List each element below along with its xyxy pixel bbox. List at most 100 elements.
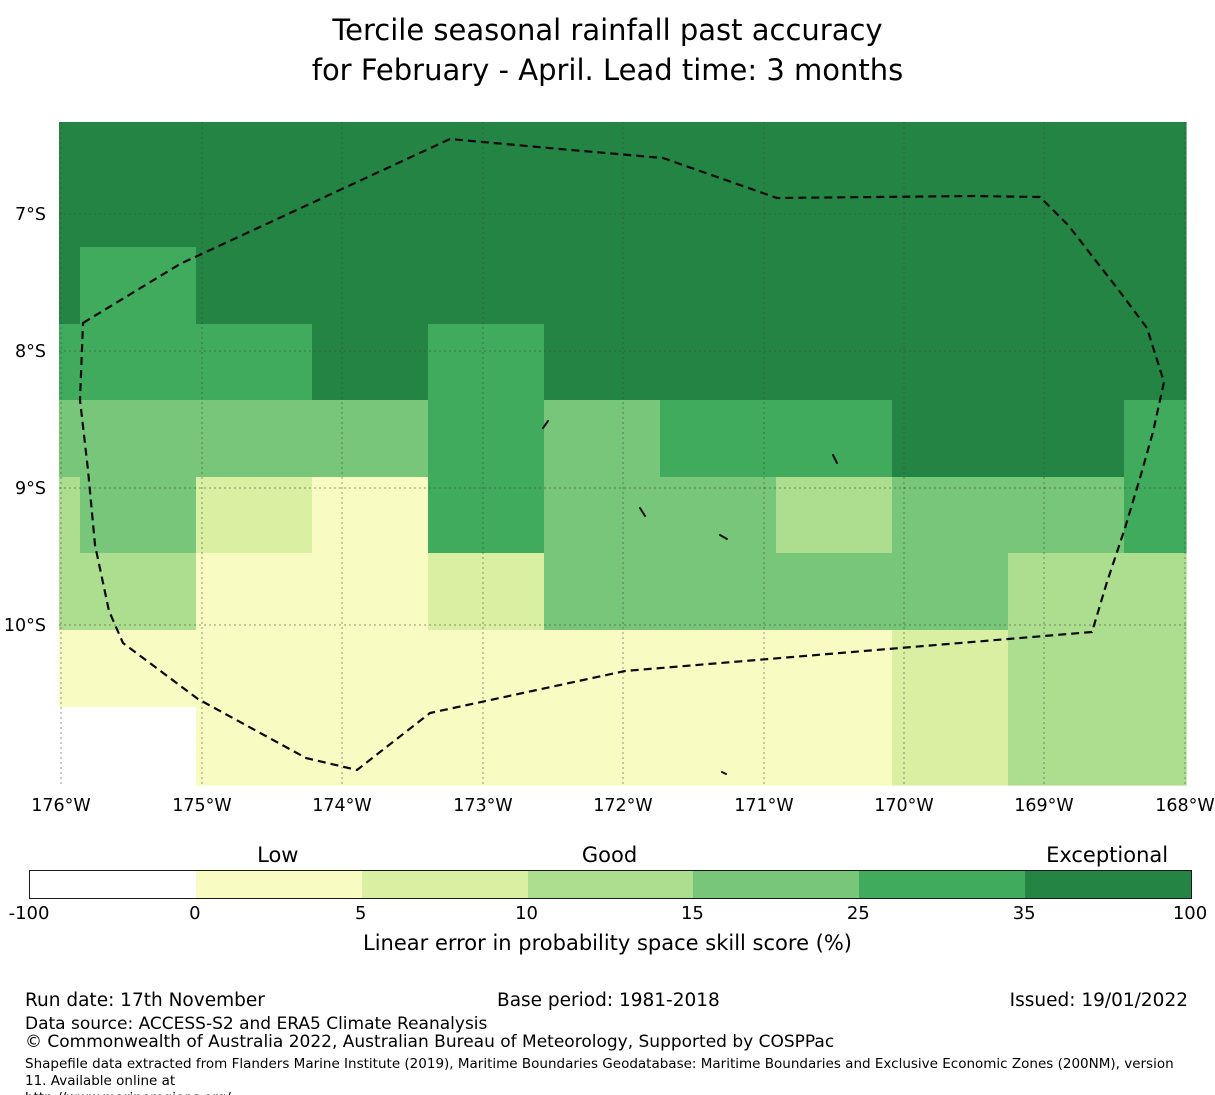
map-cell	[80, 122, 197, 171]
map-cell	[312, 400, 429, 478]
map-cell	[312, 324, 429, 401]
map-cell	[892, 477, 1009, 554]
map-cell	[776, 247, 893, 325]
map-cell	[544, 553, 661, 631]
lon-tick-label: 175°W	[172, 796, 231, 816]
map-cell	[312, 630, 429, 708]
lon-tick-label: 170°W	[874, 796, 933, 816]
map-cell	[80, 400, 197, 478]
data-source-text: Data source: ACCESS-S2 and ERA5 Climate …	[25, 1014, 488, 1034]
map-cell	[428, 553, 545, 631]
map-cell	[312, 247, 429, 325]
map-cell	[1008, 400, 1125, 478]
map-cell	[776, 553, 893, 631]
issued-date-text: Issued: 19/01/2022	[1009, 990, 1188, 1011]
colorbar-tick-label: 100	[1172, 903, 1208, 924]
colorbar-segment	[859, 871, 1026, 898]
lon-tick-label: 174°W	[312, 796, 371, 816]
map-cell	[892, 400, 1009, 478]
lon-tick-label: 168°W	[1155, 796, 1214, 816]
map-cell	[312, 477, 429, 554]
map-cell	[544, 170, 661, 248]
map-cell	[892, 553, 1009, 631]
map-cell	[59, 247, 81, 325]
lat-tick-label: 7°S	[15, 205, 46, 225]
chart-title-line2: for February - April. Lead time: 3 month…	[311, 53, 904, 87]
map-cell	[544, 324, 661, 401]
map-cell	[544, 630, 661, 708]
map-cell	[544, 477, 661, 554]
map-cell	[196, 247, 313, 325]
map-cell	[59, 477, 81, 554]
map-cell	[776, 707, 893, 786]
map-cell	[660, 400, 777, 478]
map-cell	[196, 122, 313, 171]
lon-tick-label: 169°W	[1014, 796, 1073, 816]
map-cell	[544, 247, 661, 325]
colorbar	[29, 870, 1192, 899]
map-cell	[428, 170, 545, 248]
map-cell	[196, 170, 313, 248]
map-cell	[80, 324, 197, 401]
colorbar-segment	[527, 871, 694, 898]
colorbar-category-low: Low	[257, 843, 299, 867]
map-cell	[1008, 707, 1125, 786]
heatmap-cells	[59, 122, 1187, 786]
copyright-text: © Commonwealth of Australia 2022, Austra…	[25, 1032, 835, 1052]
island-mark	[721, 771, 727, 775]
map-cell	[428, 400, 545, 478]
map-cell	[428, 477, 545, 554]
map-cell	[660, 553, 777, 631]
map-cell	[312, 170, 429, 248]
colorbar-segment	[361, 871, 528, 898]
island-mark	[639, 507, 646, 517]
map-cell	[660, 247, 777, 325]
lat-tick-label: 10°S	[4, 616, 46, 636]
map-cell	[428, 630, 545, 708]
map-cell	[1124, 400, 1187, 478]
map-cell	[59, 400, 81, 478]
map-cell	[80, 170, 197, 248]
map-cell	[892, 247, 1009, 325]
colorbar-tick-label: 35	[1012, 903, 1036, 924]
map-cell	[196, 400, 313, 478]
map-cell	[428, 247, 545, 325]
graticule-gridlines	[59, 122, 1186, 785]
map-cell	[1008, 247, 1125, 325]
lat-tick-label: 9°S	[15, 479, 46, 499]
map-cell	[1124, 553, 1187, 631]
map-cell	[312, 707, 429, 786]
colorbar-segment	[693, 871, 860, 898]
lon-tick-label: 171°W	[734, 796, 793, 816]
eez-boundary-polygon	[78, 137, 1166, 772]
map-cell	[776, 477, 893, 554]
shapefile-attribution: Shapefile data extracted from Flanders M…	[25, 1056, 1195, 1095]
map-cell	[312, 553, 429, 631]
map-cell	[1124, 707, 1187, 786]
run-date-text: Run date: 17th November	[25, 990, 265, 1011]
map-cell	[59, 122, 81, 171]
colorbar-tick-label: 5	[354, 903, 367, 924]
map-cell	[660, 630, 777, 708]
map-cell	[544, 400, 661, 478]
colorbar-segment	[1025, 871, 1192, 898]
map-cell	[776, 630, 893, 708]
map-cell	[59, 170, 81, 248]
map-cell	[59, 324, 81, 401]
island-mark	[832, 454, 838, 464]
colorbar-category-labels: Low Good Exceptional	[29, 843, 1190, 869]
map-cell	[80, 553, 197, 631]
map-cell	[660, 707, 777, 786]
map-cell	[428, 324, 545, 401]
colorbar-tick-label: 0	[189, 903, 201, 924]
eez-boundary-line	[78, 137, 1166, 772]
colorbar-category-exceptional: Exceptional	[1046, 843, 1169, 867]
map-cell	[80, 707, 197, 786]
map-cell	[80, 630, 197, 708]
map-cell	[1008, 170, 1125, 248]
map-cell	[196, 324, 313, 401]
map-cell	[776, 400, 893, 478]
map-cell	[776, 170, 893, 248]
